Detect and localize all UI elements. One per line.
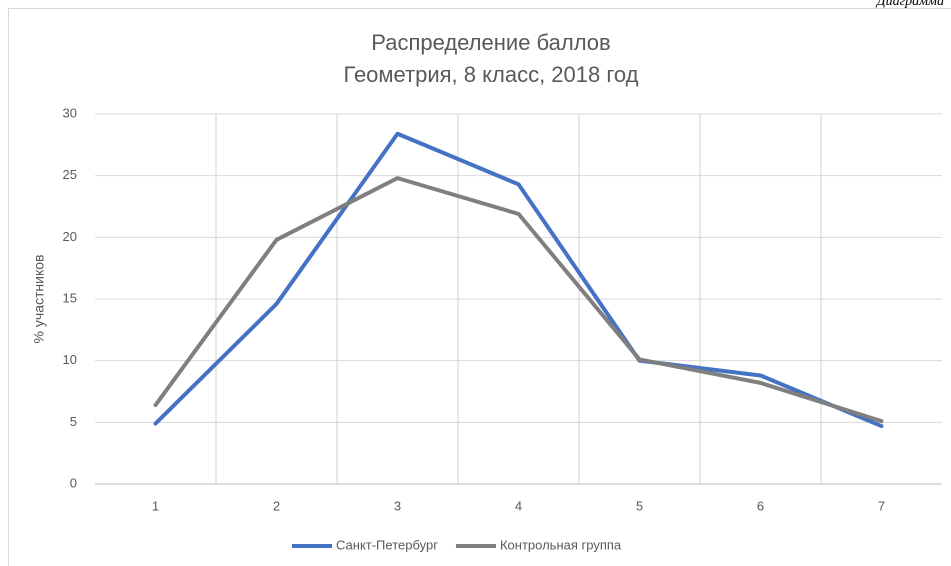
y-tick-label: 5 bbox=[70, 414, 77, 429]
y-tick-label: 0 bbox=[70, 475, 77, 490]
legend-label: Контрольная группа bbox=[500, 537, 622, 552]
x-tick-label: 7 bbox=[878, 498, 885, 513]
annotation: Диаграмма bbox=[875, 0, 944, 9]
x-tick-label: 1 bbox=[152, 498, 159, 513]
y-tick-label: 10 bbox=[63, 352, 77, 367]
x-tick-label: 2 bbox=[273, 498, 280, 513]
y-tick-label: 25 bbox=[63, 167, 77, 182]
x-tick-label: 6 bbox=[757, 498, 764, 513]
chart-title: Распределение баллов bbox=[371, 30, 610, 55]
chart-frame bbox=[8, 8, 951, 566]
x-tick-label: 4 bbox=[515, 498, 522, 513]
series-line bbox=[153, 176, 884, 424]
x-tick-label: 5 bbox=[636, 498, 643, 513]
series-line bbox=[153, 131, 884, 429]
y-tick-label: 30 bbox=[63, 105, 77, 120]
y-tick-label: 20 bbox=[63, 229, 77, 244]
legend-label: Санкт-Петербург bbox=[336, 537, 438, 552]
x-tick-label: 3 bbox=[394, 498, 401, 513]
y-tick-label: 15 bbox=[63, 290, 77, 305]
chart-subtitle: Геометрия, 8 класс, 2018 год bbox=[344, 62, 639, 87]
y-axis-label: % участников bbox=[31, 255, 47, 344]
